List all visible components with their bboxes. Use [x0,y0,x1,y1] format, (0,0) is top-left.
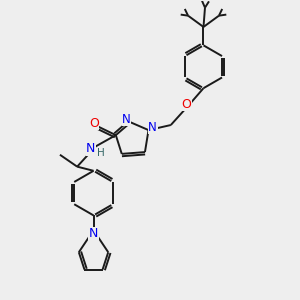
Text: N: N [122,113,131,126]
Text: N: N [148,121,157,134]
Text: N: N [86,142,95,155]
Text: O: O [182,98,191,111]
Text: H: H [97,148,105,158]
Text: N: N [89,227,98,240]
Text: O: O [89,117,99,130]
